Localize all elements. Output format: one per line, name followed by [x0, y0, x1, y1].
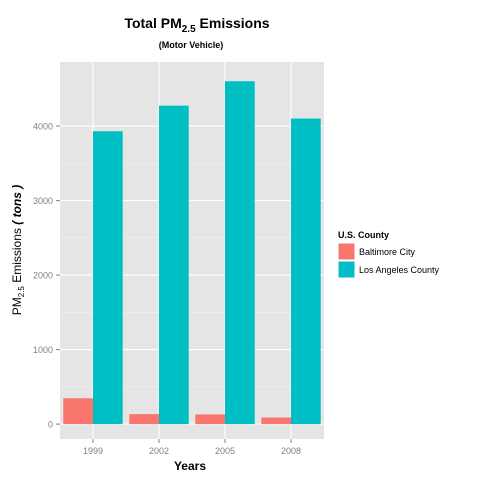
legend: U.S. County Baltimore City Los Angeles Co…: [338, 230, 440, 278]
bar-baltimore-city-2008: [261, 418, 291, 425]
bar-los-angeles-county-2005: [225, 81, 255, 424]
chart-subtitle: (Motor Vehicle): [159, 40, 224, 50]
chart-title: Total PM2.5 Emissions: [124, 15, 269, 35]
legend-label: Los Angeles County: [359, 265, 440, 275]
x-tick-label: 1999: [83, 446, 103, 456]
y-tick-label: 3000: [33, 196, 53, 206]
y-axis-title: PM2.5 Emissions ( tons ): [10, 185, 26, 315]
y-tick-label: 2000: [33, 271, 53, 281]
bar-baltimore-city-1999: [63, 398, 93, 424]
bar-baltimore-city-2005: [195, 414, 225, 424]
y-tick-label: 4000: [33, 122, 53, 132]
legend-swatch: [339, 262, 355, 278]
y-tick-label: 1000: [33, 345, 53, 355]
x-tick-label: 2005: [215, 446, 235, 456]
x-axis-title: Years: [174, 459, 206, 473]
bar-los-angeles-county-1999: [93, 131, 123, 424]
x-tick-label: 2008: [281, 446, 301, 456]
legend-label: Baltimore City: [359, 247, 416, 257]
bar-baltimore-city-2002: [129, 414, 159, 424]
y-tick-label: 0: [48, 420, 53, 430]
bar-los-angeles-county-2008: [291, 119, 321, 425]
x-tick-label: 2002: [149, 446, 169, 456]
bar-los-angeles-county-2002: [159, 106, 189, 424]
x-axis: 1999 2002 2005 2008: [83, 439, 301, 456]
legend-swatch: [339, 244, 355, 260]
legend-title: U.S. County: [338, 230, 389, 240]
y-axis: 0 1000 2000 3000 4000: [33, 122, 60, 430]
